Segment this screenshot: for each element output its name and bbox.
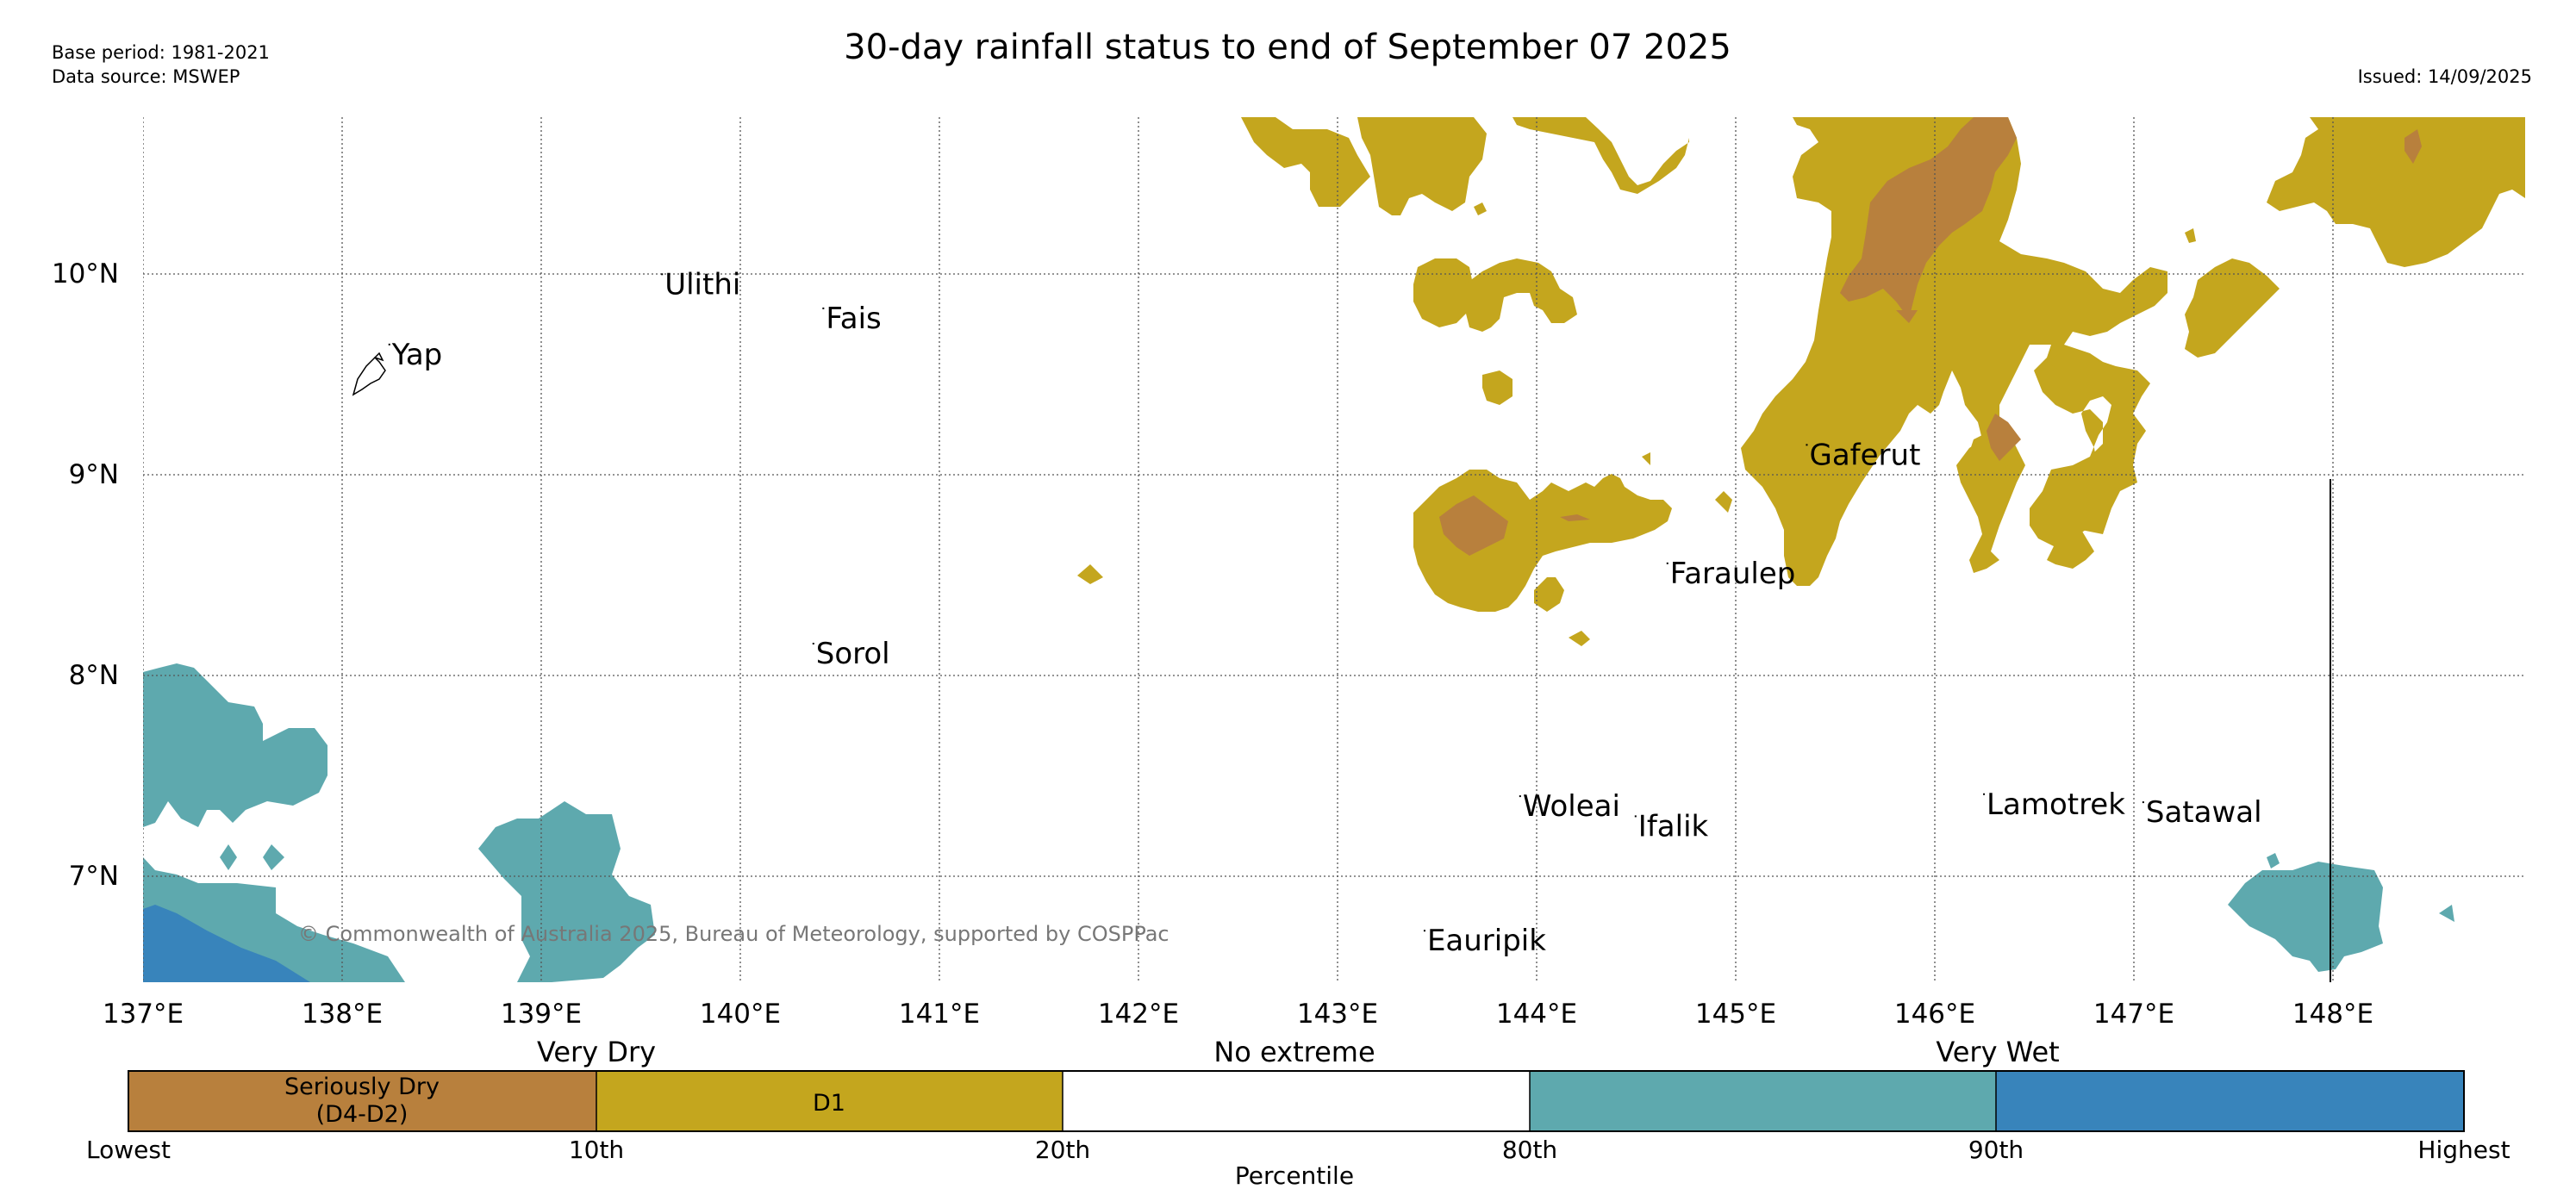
longitude-tick-label: 139°E [501,999,582,1030]
legend-group-no-extreme: No extreme [1213,1036,1375,1068]
place-marker [388,343,390,345]
place-label: Faraulep [1670,557,1796,591]
copyright-text: © Commonwealth of Australia 2025, Bureau… [298,922,1169,946]
legend-tick-10th: 10th [569,1136,624,1164]
place-label: Sorol [816,637,890,671]
longitude-tick-label: 145°E [1695,999,1776,1030]
legend-tick-highest: Highest [2417,1136,2510,1164]
legend-very-wet-swatch [1530,1071,1996,1131]
place-marker [812,643,814,645]
latitude-tick-label: 7°N [69,861,119,892]
place-label: Gaferut [1809,438,1920,472]
very-much-above-regions [143,905,310,982]
legend-d1-label: D1 [813,1090,845,1117]
place-label: Yap [391,338,443,372]
longitude-tick-labels: 137°E 138°E 139°E 140°E 141°E 142°E 143°E 144°E… [103,999,2373,1030]
place-label: Eauripik [1427,924,1546,958]
longitude-tick-label: 143°E [1297,999,1378,1030]
legend-tick-20th: 20th [1035,1136,1090,1164]
map-title: 30-day rainfall status to end of Septemb… [844,28,1731,67]
legend-seriously-dry-label-1: Seriously Dry [284,1074,440,1100]
latitude-tick-label: 10°N [52,258,119,289]
longitude-tick-label: 140°E [700,999,781,1030]
place-marker [1983,793,1986,795]
place-label: Woleai [1523,789,1620,824]
map-area: Yap Ulithi Fais Sorol Gaferut Faraulep Woleai I… [143,117,2525,982]
gridlines [143,117,2525,982]
legend-tick-90th: 90th [1968,1136,2024,1164]
place-label: Fais [826,302,881,336]
longitude-tick-label: 148°E [2292,999,2373,1030]
longitude-tick-label: 141°E [899,999,980,1030]
place-label: Satawal [2146,795,2262,830]
longitude-tick-label: 142°E [1098,999,1179,1030]
seriously-dry-regions [1439,117,2422,556]
longitude-tick-label: 138°E [302,999,383,1030]
base-period-text: Base period: 1981-2021 [52,42,270,63]
place-marker [1423,930,1425,932]
longitude-tick-label: 137°E [103,999,184,1030]
legend-group-very-wet: Very Wet [1936,1036,2059,1068]
place-marker [1806,444,1808,446]
legend-seriously-dry-swatch [128,1071,596,1131]
legend-d1-swatch [596,1071,1063,1131]
place-marker [1634,815,1637,818]
latitude-tick-label: 8°N [69,660,119,691]
place-marker [1666,562,1668,564]
legend-group-very-dry: Very Dry [537,1036,656,1068]
longitude-tick-label: 144°E [1496,999,1577,1030]
legend-border [128,1070,2465,1132]
legend-no-extreme-swatch [1063,1071,1530,1131]
place-marker [822,307,825,309]
legend-tick-80th: 80th [1502,1136,1557,1164]
place-marker [1519,795,1521,798]
yap-island-outline [352,356,386,396]
legend-tick-lowest: Lowest [86,1136,171,1164]
legend-seriously-dry-label-2: (D4-D2) [316,1101,409,1128]
place-label: Ifalik [1638,809,1709,844]
issued-date-text: Issued: 14/09/2025 [2358,66,2532,87]
legend: Very Dry No extreme Very Wet Seriously D… [86,1036,2511,1189]
place-marker [2142,801,2144,804]
legend-axis-label: Percentile [1235,1161,1354,1189]
longitude-tick-label: 146°E [1894,999,1975,1030]
place-label: Lamotrek [1987,787,2125,822]
latitude-tick-labels: 7°N 8°N 9°N 10°N [52,258,119,892]
latitude-tick-label: 9°N [69,459,119,490]
longitude-tick-label: 147°E [2093,999,2174,1030]
place-marker [661,273,664,276]
d1-dry-regions [1077,117,2525,646]
place-labels: Yap Ulithi Fais Sorol Gaferut Faraulep Woleai I… [388,267,2262,958]
legend-very-much-above-swatch [1996,1071,2464,1131]
place-label: Ulithi [664,267,740,302]
data-source-text: Data source: MSWEP [52,66,240,87]
